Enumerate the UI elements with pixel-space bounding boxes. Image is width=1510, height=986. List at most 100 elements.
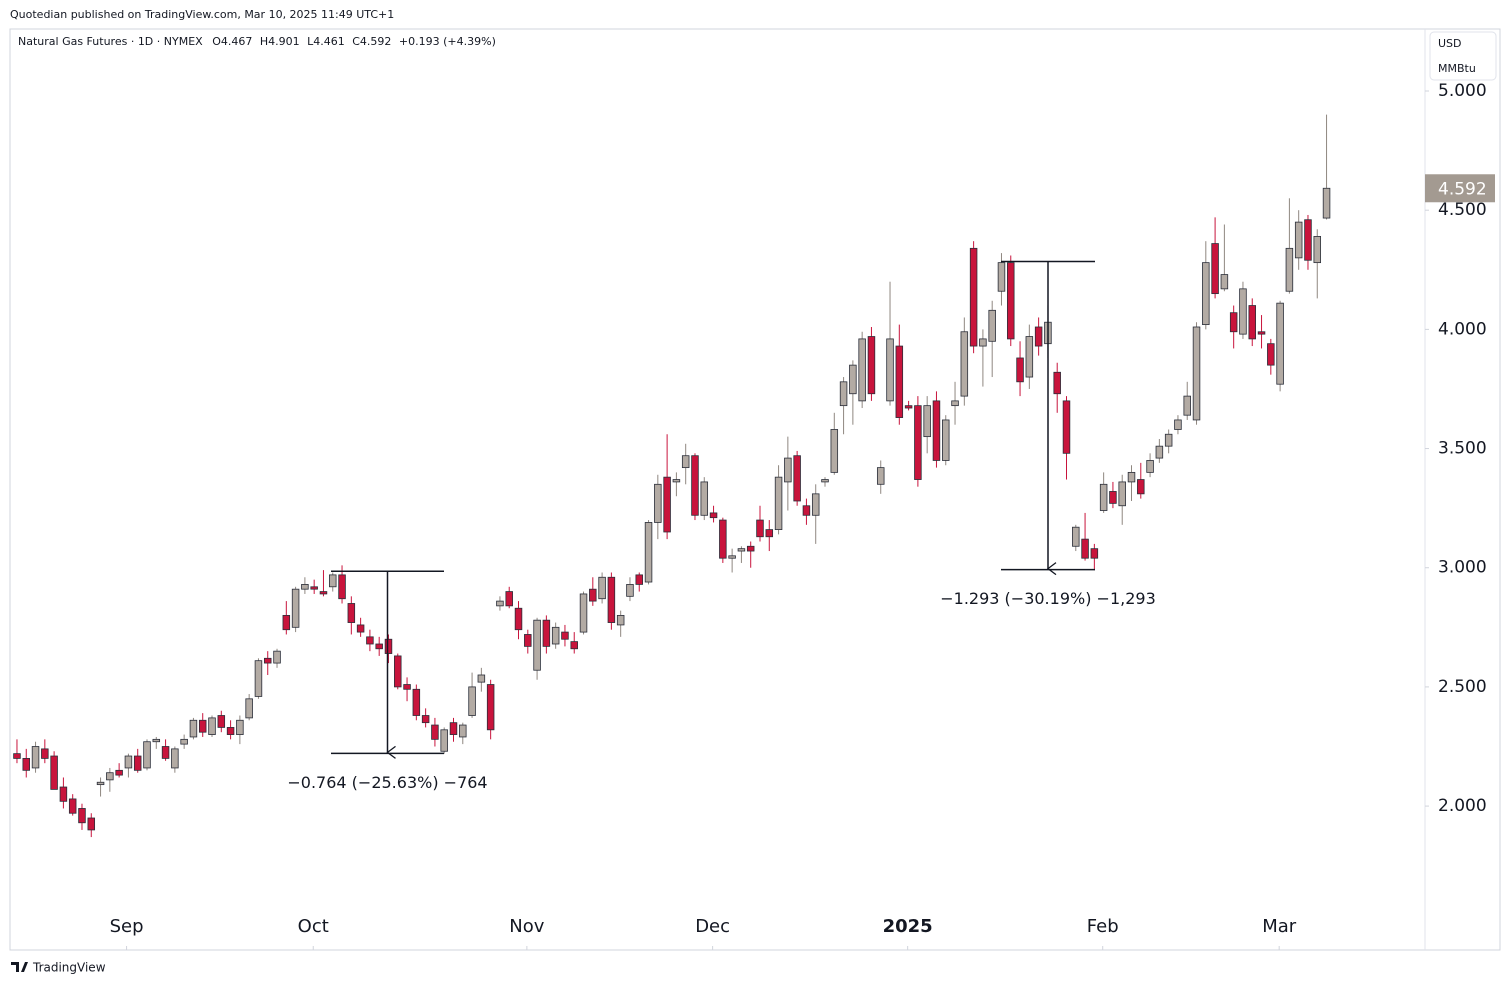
candle	[1211, 217, 1219, 299]
candle-body	[403, 684, 411, 690]
candle	[375, 636, 383, 656]
candle-body	[13, 753, 21, 759]
candle	[254, 658, 263, 699]
candle-body	[217, 715, 226, 728]
candle	[700, 477, 709, 521]
candle	[68, 794, 77, 816]
candle	[412, 684, 421, 721]
candle	[41, 739, 49, 764]
candle	[598, 572, 606, 604]
candle-body	[746, 545, 755, 552]
candle	[1248, 298, 1256, 347]
candle-body	[1062, 400, 1071, 454]
brand: TradingView	[32, 961, 106, 975]
candle-body	[997, 262, 1006, 292]
candle-body	[1285, 247, 1294, 292]
candle-body	[728, 555, 736, 559]
publisher-note: Quotedian published on TradingView.com, …	[10, 8, 394, 21]
candle-body	[1239, 288, 1247, 335]
x-tick-label: 2025	[883, 916, 933, 937]
candle	[459, 722, 467, 745]
candle-body	[691, 455, 699, 516]
measure-label: −1.293 (−30.19%) −1,293	[940, 589, 1156, 608]
candle-body	[904, 405, 913, 409]
candle	[719, 517, 727, 563]
candle-body	[960, 331, 969, 397]
y-tick-label: 2.500	[1438, 677, 1487, 697]
candle-body	[59, 786, 68, 802]
x-tick-label: Oct	[298, 916, 329, 937]
candle	[1183, 381, 1191, 420]
candle	[858, 331, 866, 409]
candle-body	[551, 626, 560, 645]
candle-body	[849, 364, 857, 395]
candle	[1007, 255, 1015, 347]
y-tick-label: 3.500	[1438, 439, 1487, 459]
candle-body	[709, 512, 718, 519]
candle	[431, 717, 439, 747]
candle	[301, 577, 309, 594]
candle	[59, 777, 68, 809]
candle	[533, 617, 541, 680]
candle-body	[533, 619, 541, 671]
candle-body	[1313, 236, 1322, 264]
unit-box[interactable]	[1429, 31, 1497, 81]
candle	[737, 546, 746, 563]
candle-body	[542, 619, 551, 647]
candle	[914, 396, 922, 487]
candle	[589, 577, 597, 606]
candle	[774, 465, 783, 535]
candle	[1322, 114, 1331, 220]
candle-body	[245, 698, 253, 719]
last-price-label: 4.592	[1438, 179, 1487, 199]
ohlc-open: O4.467	[212, 35, 252, 48]
candle	[477, 667, 486, 692]
candle	[524, 629, 532, 654]
candle	[31, 741, 40, 773]
candle	[542, 615, 551, 654]
candle-body	[68, 798, 77, 814]
candle-body	[1034, 326, 1043, 347]
candle-body	[50, 755, 58, 790]
candle	[236, 715, 244, 745]
candle	[654, 474, 662, 540]
candle-body	[1164, 433, 1173, 447]
candle	[1109, 481, 1117, 509]
candle	[171, 746, 179, 773]
candle-body	[979, 338, 987, 347]
currency[interactable]: USD	[1438, 37, 1462, 50]
candle	[161, 739, 170, 761]
candle-body	[858, 338, 866, 402]
candle	[1220, 224, 1229, 292]
candle	[626, 577, 634, 602]
candle-body	[431, 724, 439, 740]
candle-body	[654, 483, 662, 523]
candle-body	[226, 727, 235, 735]
candle	[1146, 453, 1154, 478]
candle	[208, 715, 216, 737]
unit[interactable]: MMBtu	[1438, 62, 1476, 75]
candle	[876, 460, 885, 494]
candle	[561, 624, 569, 647]
candle	[616, 610, 625, 637]
candle-body	[524, 634, 532, 647]
candle	[403, 677, 411, 702]
candle-body	[1127, 471, 1136, 483]
candle	[1118, 474, 1126, 525]
candle-body	[932, 400, 941, 461]
candle	[1304, 214, 1312, 270]
candle-body	[263, 657, 272, 664]
candle	[849, 360, 857, 425]
candle	[356, 617, 365, 637]
candle	[1025, 324, 1034, 389]
candle-body	[1025, 336, 1034, 378]
candle-body	[839, 381, 848, 407]
candle	[319, 570, 328, 597]
candle-body	[496, 600, 504, 607]
candle-body	[1016, 357, 1024, 383]
candle-body	[356, 624, 365, 633]
candle-body	[802, 505, 811, 516]
candle-body	[579, 593, 588, 633]
candle	[1192, 322, 1201, 425]
candle-body	[635, 574, 643, 585]
